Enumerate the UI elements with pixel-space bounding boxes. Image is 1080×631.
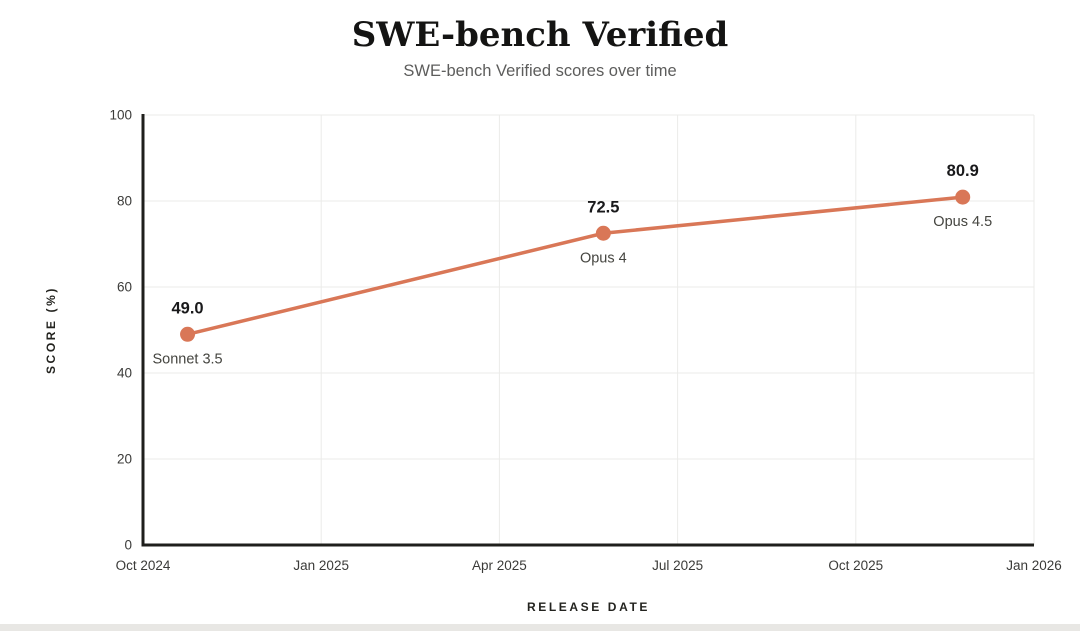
- chart-subtitle: SWE-bench Verified scores over time: [403, 62, 677, 80]
- point-value-label: 72.5: [587, 198, 619, 216]
- axes: [141, 114, 1034, 547]
- y-axis-title: SCORE (%): [44, 286, 58, 374]
- y-tick-label: 20: [117, 452, 132, 467]
- y-tick-label: 80: [117, 194, 132, 209]
- point-value-label: 80.9: [947, 162, 979, 180]
- x-tick-label: Jan 2025: [293, 558, 349, 573]
- point-model-label: Sonnet 3.5: [152, 351, 222, 367]
- data-series: [180, 189, 971, 342]
- data-point-opus-4-5[interactable]: [955, 189, 971, 205]
- chart-title: SWE-bench Verified: [351, 15, 729, 55]
- y-tick-label: 100: [109, 108, 132, 123]
- tick-labels: 0 20 40 60 80 100 Oct 2024 Jan 2025 Apr 2025 Jul …: [109, 108, 1061, 574]
- y-tick-label: 60: [117, 280, 132, 295]
- x-axis-title: RELEASE DATE: [527, 600, 650, 614]
- point-value-label: 49.0: [171, 299, 203, 317]
- x-tick-label: Apr 2025: [472, 558, 527, 573]
- chart-header: SWE-bench Verified SWE-bench Verified sc…: [0, 0, 1080, 81]
- x-tick-label: Jul 2025: [652, 558, 703, 573]
- page-bottom-edge: [0, 624, 1080, 631]
- y-tick-label: 0: [124, 538, 132, 553]
- y-tick-label: 40: [117, 366, 132, 381]
- series-line: [187, 195, 963, 337]
- x-tick-label: Oct 2025: [828, 558, 883, 573]
- grid-lines: [143, 114, 1035, 545]
- data-point-sonnet-3-5[interactable]: [180, 326, 196, 342]
- point-model-label: Opus 4: [580, 250, 627, 266]
- point-labels: 49.0 Sonnet 3.5 72.5 Opus 4 80.9 Opus 4.5: [152, 162, 992, 367]
- data-point-opus-4[interactable]: [595, 225, 611, 241]
- x-tick-label: Oct 2024: [116, 558, 171, 573]
- x-tick-label: Jan 2026: [1006, 558, 1062, 573]
- point-model-label: Opus 4.5: [933, 214, 992, 230]
